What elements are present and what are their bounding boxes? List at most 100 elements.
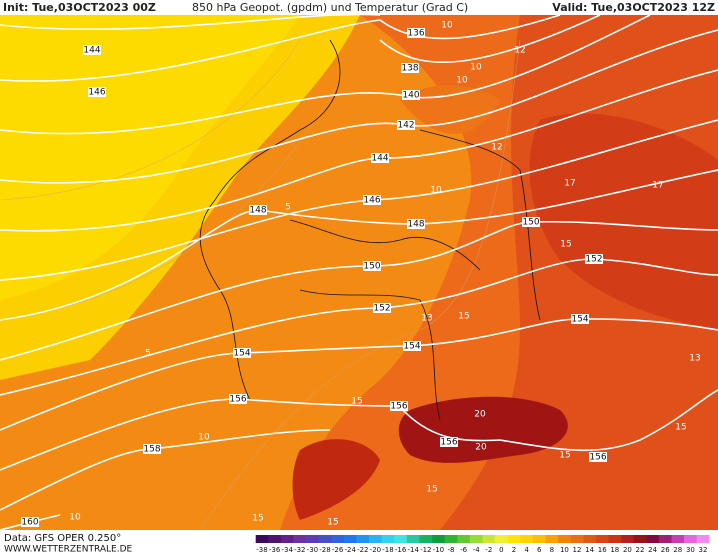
label-box <box>249 205 267 215</box>
geopotential-contour <box>0 258 718 396</box>
colorbar-swatch <box>343 535 357 543</box>
colorbar-swatch <box>469 535 483 543</box>
label-box <box>397 120 415 130</box>
label-box <box>371 153 389 163</box>
colorbar-tick-label: 22 <box>636 546 645 554</box>
colorbar-tick-label: -20 <box>370 546 381 554</box>
colorbar-swatch <box>280 535 294 543</box>
temperature-label: 15 <box>327 518 338 528</box>
colorbar-tick-label: -2 <box>485 546 492 554</box>
temperature-label: 15 <box>560 240 571 250</box>
colorbar-tick-label: -30 <box>307 546 318 554</box>
colorbar-tick-label: -4 <box>473 546 481 554</box>
colorbar-tick-label: 18 <box>610 546 619 554</box>
map-field <box>0 15 718 530</box>
temperature-label: 17 <box>564 179 575 189</box>
geopotential-label: 156 <box>390 402 407 412</box>
colorbar-tick-label: -16 <box>395 546 407 554</box>
colorbar-swatch <box>507 535 521 543</box>
label-box <box>585 254 603 264</box>
temperature-label: 10 <box>470 63 482 73</box>
label-box <box>571 314 589 324</box>
colorbar-tick-label: -10 <box>433 546 444 554</box>
geopotential-label: 148 <box>407 220 424 230</box>
temperature-label: 10 <box>198 433 210 443</box>
label-box <box>83 45 101 55</box>
colorbar-swatch <box>671 535 685 543</box>
colorbar-swatch <box>658 535 672 543</box>
label-box <box>88 87 106 97</box>
temperature-label: 12 <box>514 46 525 56</box>
temperature-label: 15 <box>675 423 686 433</box>
colorbar-tick-label: -8 <box>448 546 455 554</box>
colorbar-tick-label: 32 <box>699 546 708 554</box>
colorbar-tick-label: -26 <box>332 546 344 554</box>
geopotential-label: 154 <box>571 315 588 325</box>
colorbar-tick-label: 10 <box>560 546 569 554</box>
label-box <box>440 437 458 447</box>
temperature-label: 15 <box>559 451 570 461</box>
colorbar-tick-label: -18 <box>382 546 393 554</box>
geopotential-label: 160 <box>21 518 38 528</box>
geopotential-label: 138 <box>401 64 418 74</box>
geopotential-label: 146 <box>363 196 380 206</box>
colorbar-swatch <box>495 535 508 543</box>
colorbar-swatch <box>306 535 319 543</box>
data-source: Data: GFS OPER 0.250° <box>4 533 121 544</box>
temperature-label: 15 <box>426 485 437 495</box>
colorbar-tick-label: 28 <box>673 546 682 554</box>
temperature-label: 5 <box>145 349 151 359</box>
colorbar-swatch <box>318 535 332 543</box>
colorbar-tick-label: -6 <box>460 546 468 554</box>
colorbar-swatch <box>621 535 634 543</box>
colorbar-swatch <box>268 535 282 543</box>
label-box <box>21 517 39 527</box>
label-box <box>589 452 607 462</box>
geopotential-label: 154 <box>403 342 420 352</box>
colorbar-swatch <box>520 535 534 543</box>
colorbar-swatch <box>419 535 433 543</box>
label-box <box>233 348 251 358</box>
colorbar-tick-label: 12 <box>573 546 582 554</box>
temperature-label: 15 <box>458 312 469 322</box>
geopotential-label: 154 <box>233 349 250 359</box>
label-box <box>363 195 381 205</box>
colorbar-swatch <box>457 535 471 543</box>
label-box <box>403 341 421 351</box>
colorbar-swatch <box>646 535 660 543</box>
geopotential-contour <box>0 15 380 31</box>
geopotential-contour <box>0 169 718 321</box>
coastline <box>199 39 341 401</box>
colorbar-tick-label: 30 <box>686 546 695 554</box>
temperature-label: 15 <box>252 514 263 524</box>
temperature-label: 10 <box>430 186 442 196</box>
colorbar-swatch <box>696 535 710 543</box>
geopotential-contour <box>0 220 718 361</box>
geopotential-label: 156 <box>229 395 246 405</box>
geopotential-contour <box>379 15 601 63</box>
colorbar-tick-label: -32 <box>294 546 305 554</box>
colorbar-tick-label: 6 <box>537 546 542 554</box>
init-time: Init: Tue,03OCT2023 00Z <box>3 1 156 14</box>
label-box <box>401 63 419 73</box>
temperature-label: 10 <box>69 513 81 523</box>
geopotential-contour <box>0 318 718 431</box>
colorbar-tick-label: -12 <box>420 546 431 554</box>
colorbar-swatch <box>482 535 496 543</box>
geopotential-label: 158 <box>143 445 160 455</box>
geopotential-label: 156 <box>440 438 457 448</box>
temperature-label: 10 <box>456 76 468 86</box>
label-box <box>407 28 425 38</box>
colorbar-tick-label: 8 <box>550 546 554 554</box>
valid-time: Valid: Tue,03OCT2023 12Z <box>552 1 715 14</box>
geopotential-label: 150 <box>522 218 539 228</box>
temperature-label: 20 <box>474 410 486 420</box>
colorbar-swatch <box>570 535 584 543</box>
temperature-label: 10 <box>441 21 453 31</box>
geopotential-contour <box>0 15 651 135</box>
label-box <box>363 261 381 271</box>
geopotential-label: 144 <box>83 46 100 56</box>
colorbar-swatch <box>356 535 370 543</box>
colorbar-swatch <box>583 535 597 543</box>
label-box <box>407 219 425 229</box>
